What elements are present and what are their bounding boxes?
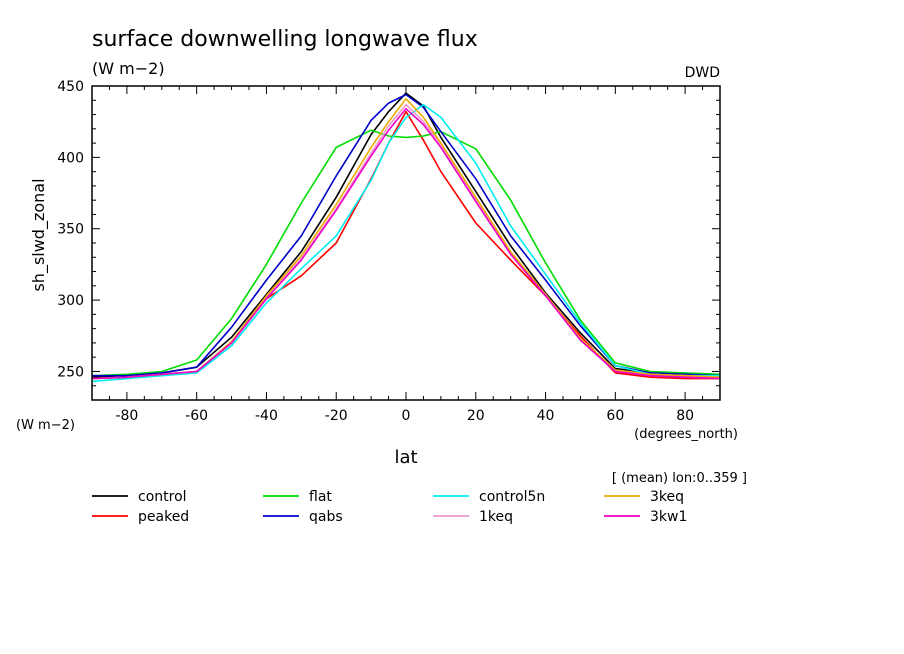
x-tick-label: 20	[467, 408, 485, 424]
x-axis-label: lat	[394, 447, 417, 468]
x-tick-label: -80	[115, 408, 138, 424]
x-tick-label: -20	[325, 408, 348, 424]
x-axis-units: (degrees_north)	[634, 427, 738, 442]
x-tick-label: -40	[255, 408, 278, 424]
legend-item-qabs: qabs	[263, 509, 343, 525]
series-line-1keq	[91, 103, 721, 380]
y-tick-label: 300	[57, 293, 84, 309]
y-axis-label: sh_slwd_zonal	[29, 178, 49, 291]
plot-area: 250 300 350 400 450 -80 -60 -40 -20 0 20 40 60 80	[57, 79, 721, 424]
series-line-control	[91, 92, 720, 378]
legend-item-3keq: 3keq	[604, 489, 684, 505]
y-axis-ticks: 250 300 350 400 450	[57, 79, 720, 401]
series-line-control5n	[91, 103, 720, 383]
series-line-3keq	[91, 98, 721, 380]
y-tick-label: 400	[57, 150, 84, 166]
legend-label: 3keq	[650, 489, 684, 505]
legend-label: 1keq	[479, 509, 513, 525]
legend-label: flat	[309, 489, 332, 505]
legend-item-flat: flat	[263, 489, 332, 505]
legend-label: control5n	[479, 489, 545, 505]
x-tick-label: 40	[537, 408, 555, 424]
legend-label: 3kw1	[650, 509, 687, 525]
legend-label: qabs	[309, 509, 343, 525]
legend-label: peaked	[138, 509, 189, 525]
chart-title: surface downwelling longwave flux	[92, 27, 478, 52]
x-tick-label: -60	[185, 408, 208, 424]
y-axis-units: (W m−2)	[16, 418, 75, 433]
chart-units: (W m−2)	[92, 59, 165, 78]
legend-item-3kw1: 3kw1	[604, 509, 687, 525]
series-lines	[91, 92, 721, 383]
series-line-3kw1	[91, 108, 721, 380]
legend-item-control: control	[92, 489, 187, 505]
series-line-flat	[91, 129, 721, 377]
series-line-peaked	[91, 110, 720, 380]
source-label: DWD	[685, 65, 720, 81]
x-tick-label: 0	[402, 408, 411, 424]
y-tick-label: 450	[57, 79, 84, 95]
mean-note: [ (mean) lon:0..359 ]	[612, 471, 747, 486]
y-tick-label: 350	[57, 222, 84, 238]
legend-label: control	[138, 489, 187, 505]
plot-frame	[91, 85, 721, 401]
legend: control peaked flat qabs control5n 1keq 3keq 3k…	[92, 489, 687, 525]
x-axis-ticks: -80 -60 -40 -20 0 20 40 60 80	[91, 86, 721, 424]
x-tick-label: 60	[606, 408, 624, 424]
y-tick-label: 250	[57, 364, 84, 380]
x-tick-label: 80	[676, 408, 694, 424]
legend-item-peaked: peaked	[92, 509, 189, 525]
legend-item-control5n: control5n	[433, 489, 545, 505]
legend-item-1keq: 1keq	[433, 509, 513, 525]
